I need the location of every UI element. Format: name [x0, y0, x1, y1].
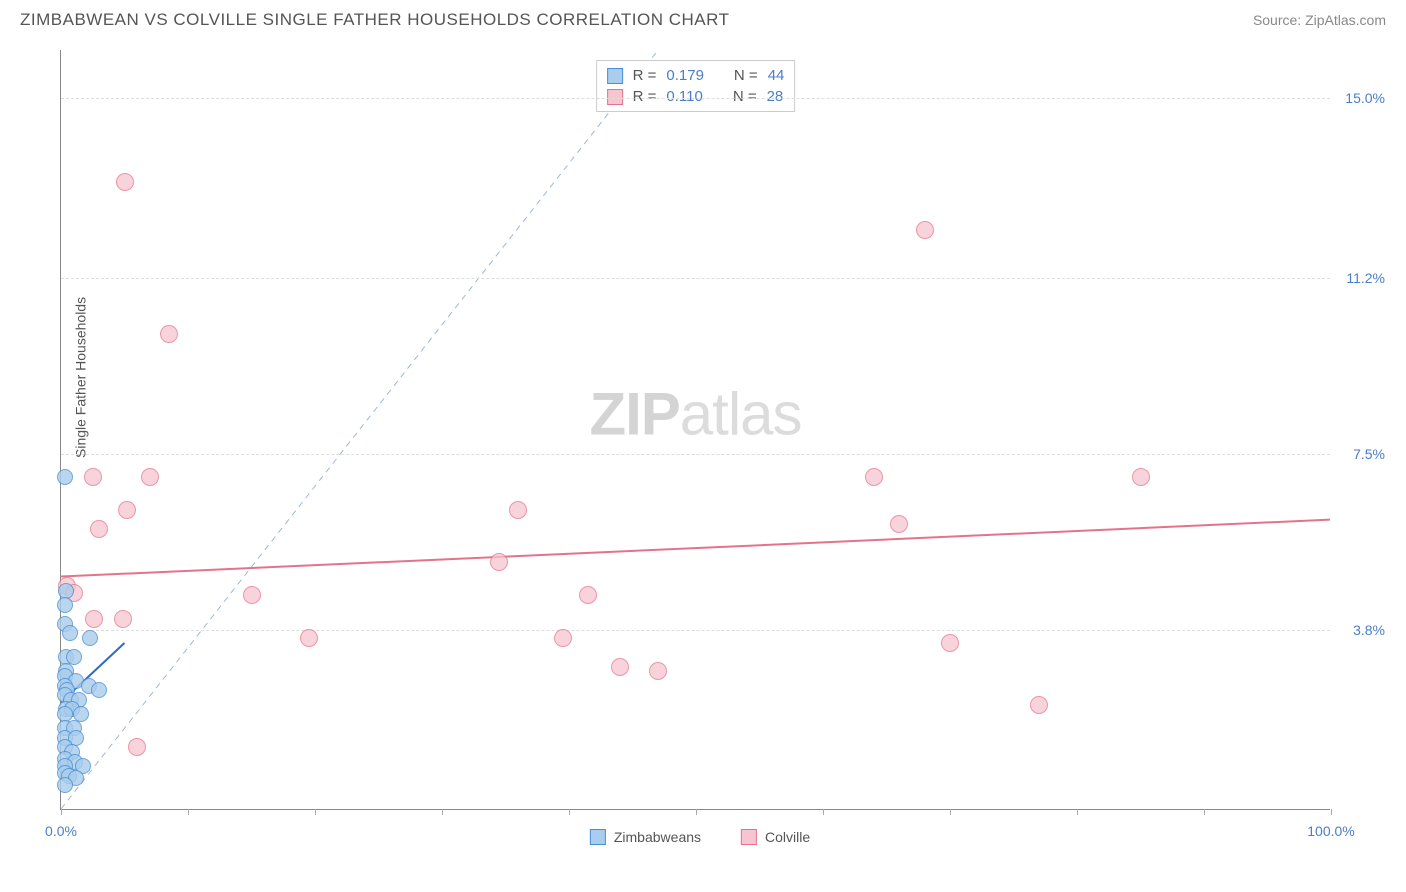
scatter-point [941, 634, 959, 652]
scatter-point [118, 501, 136, 519]
scatter-point [649, 662, 667, 680]
watermark: ZIPatlas [589, 380, 801, 449]
x-tick [569, 809, 570, 815]
scatter-point [865, 468, 883, 486]
scatter-point [300, 629, 318, 647]
scatter-point [611, 658, 629, 676]
stats-n-value-2: 28 [767, 88, 784, 105]
stats-r-value-2: 0.110 [666, 88, 702, 105]
grid-line [61, 278, 1330, 279]
legend-label-colville: Colville [765, 829, 810, 845]
chart-title: ZIMBABWEAN VS COLVILLE SINGLE FATHER HOU… [20, 10, 730, 30]
trend-lines-svg [61, 50, 1330, 809]
chart-header: ZIMBABWEAN VS COLVILLE SINGLE FATHER HOU… [10, 10, 1396, 40]
x-tick [696, 809, 697, 815]
scatter-point [490, 553, 508, 571]
x-tick [823, 809, 824, 815]
scatter-point [57, 469, 73, 485]
scatter-point [1030, 696, 1048, 714]
scatter-point [890, 515, 908, 533]
grid-line [61, 454, 1330, 455]
y-tick-label: 7.5% [1335, 446, 1385, 462]
chart-container: Single Father Households ZIPatlas R = 0.… [10, 40, 1390, 860]
scatter-point [916, 221, 934, 239]
x-tick [950, 809, 951, 815]
bottom-legend: Zimbabweans Colville [590, 829, 810, 845]
trend-line [61, 520, 1330, 577]
scatter-point [554, 629, 572, 647]
stats-n-value-1: 44 [768, 67, 785, 84]
x-tick [1204, 809, 1205, 815]
x-tick-label-min: 0.0% [45, 823, 77, 839]
legend-swatch-zimbabweans [590, 829, 606, 845]
scatter-point [90, 520, 108, 538]
legend-swatch-colville [741, 829, 757, 845]
scatter-point [57, 777, 73, 793]
scatter-point [1132, 468, 1150, 486]
scatter-point [91, 682, 107, 698]
x-tick [1077, 809, 1078, 815]
stats-row-1: R = 0.179 N = 44 [607, 65, 785, 86]
plot-area: ZIPatlas R = 0.179 N = 44 R = 0.110 N = … [60, 50, 1330, 810]
stats-n-label-2: N = [733, 88, 757, 105]
scatter-point [84, 468, 102, 486]
scatter-point [243, 586, 261, 604]
grid-line [61, 630, 1330, 631]
watermark-atlas: atlas [680, 381, 802, 448]
stats-swatch-2 [607, 89, 623, 105]
x-tick [1331, 809, 1332, 815]
grid-line [61, 98, 1330, 99]
scatter-point [57, 597, 73, 613]
scatter-point [579, 586, 597, 604]
x-tick [188, 809, 189, 815]
stats-r-label-1: R = [633, 67, 657, 84]
scatter-point [82, 630, 98, 646]
chart-source: Source: ZipAtlas.com [1253, 12, 1386, 28]
x-tick-label-max: 100.0% [1307, 823, 1354, 839]
stats-n-label-1: N = [734, 67, 758, 84]
stats-box: R = 0.179 N = 44 R = 0.110 N = 28 [596, 60, 796, 112]
x-tick [315, 809, 316, 815]
stats-swatch-1 [607, 68, 623, 84]
legend-item-zimbabweans: Zimbabweans [590, 829, 701, 845]
scatter-point [62, 625, 78, 641]
trend-line [61, 50, 696, 809]
legend-label-zimbabweans: Zimbabweans [614, 829, 701, 845]
y-tick-label: 3.8% [1335, 622, 1385, 638]
scatter-point [141, 468, 159, 486]
scatter-point [128, 738, 146, 756]
scatter-point [85, 610, 103, 628]
x-tick [61, 809, 62, 815]
legend-item-colville: Colville [741, 829, 810, 845]
stats-r-value-1: 0.179 [666, 67, 704, 84]
stats-row-2: R = 0.110 N = 28 [607, 86, 785, 107]
watermark-zip: ZIP [589, 381, 679, 448]
scatter-point [509, 501, 527, 519]
scatter-point [116, 173, 134, 191]
scatter-point [114, 610, 132, 628]
stats-r-label-2: R = [633, 88, 657, 105]
y-tick-label: 11.2% [1335, 270, 1385, 286]
y-tick-label: 15.0% [1335, 90, 1385, 106]
scatter-point [160, 325, 178, 343]
x-tick [442, 809, 443, 815]
